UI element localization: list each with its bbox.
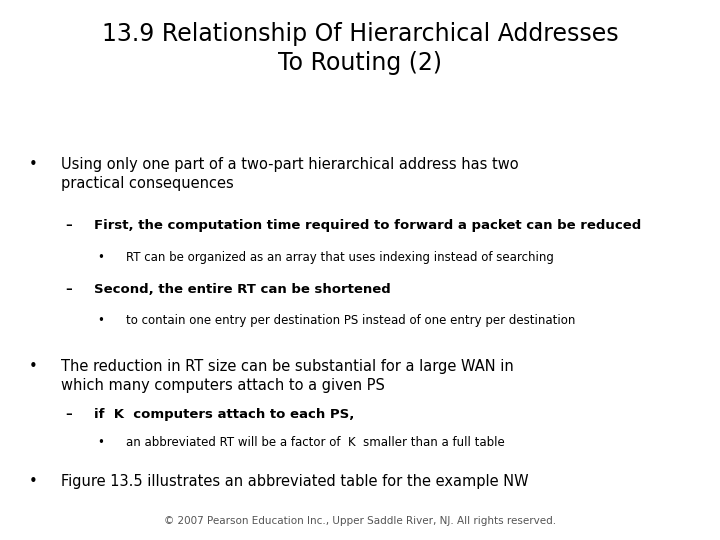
- Text: to contain one entry per destination PS instead of one entry per destination: to contain one entry per destination PS …: [126, 314, 575, 327]
- Text: –: –: [65, 283, 71, 296]
- Text: •: •: [97, 314, 104, 327]
- Text: 13.9 Relationship Of Hierarchical Addresses
To Routing (2): 13.9 Relationship Of Hierarchical Addres…: [102, 22, 618, 75]
- Text: Figure 13.5 illustrates an abbreviated table for the example NW: Figure 13.5 illustrates an abbreviated t…: [61, 474, 528, 489]
- Text: •: •: [97, 436, 104, 449]
- Text: if  K  computers attach to each PS,: if K computers attach to each PS,: [94, 408, 354, 421]
- Text: Second, the entire RT can be shortened: Second, the entire RT can be shortened: [94, 283, 390, 296]
- Text: •: •: [29, 157, 37, 172]
- Text: –: –: [65, 219, 71, 232]
- Text: First, the computation time required to forward a packet can be reduced: First, the computation time required to …: [94, 219, 641, 232]
- Text: The reduction in RT size can be substantial for a large WAN in
which many comput: The reduction in RT size can be substant…: [61, 359, 514, 393]
- Text: •: •: [29, 359, 37, 374]
- Text: –: –: [65, 408, 71, 421]
- Text: an abbreviated RT will be a factor of  K  smaller than a full table: an abbreviated RT will be a factor of K …: [126, 436, 505, 449]
- Text: Using only one part of a two-part hierarchical address has two
practical consequ: Using only one part of a two-part hierar…: [61, 157, 519, 191]
- Text: •: •: [29, 474, 37, 489]
- Text: RT can be organized as an array that uses indexing instead of searching: RT can be organized as an array that use…: [126, 251, 554, 264]
- Text: •: •: [97, 251, 104, 264]
- Text: © 2007 Pearson Education Inc., Upper Saddle River, NJ. All rights reserved.: © 2007 Pearson Education Inc., Upper Sad…: [164, 516, 556, 526]
